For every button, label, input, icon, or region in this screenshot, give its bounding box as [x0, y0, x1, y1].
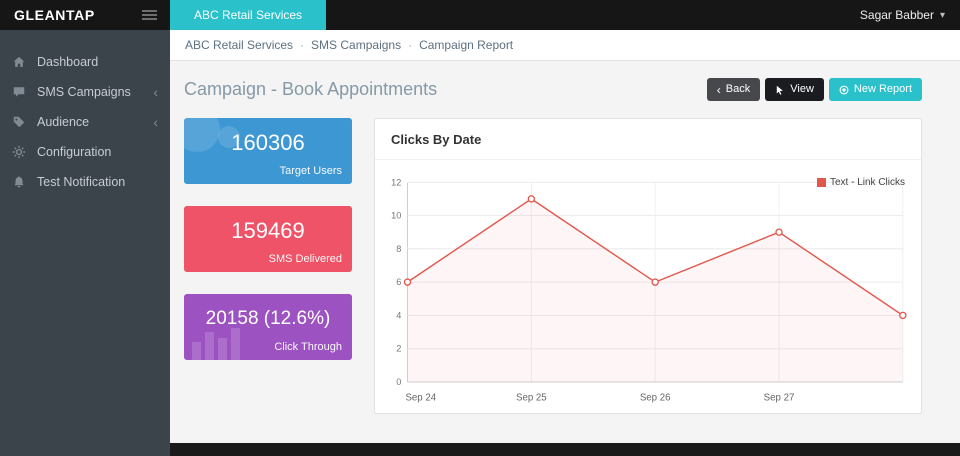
stats-column: 160306 Target Users 159469 SMS Delivered… [184, 118, 352, 414]
chevron-down-icon: ▾ [939, 9, 945, 21]
sidebar-item-label: Test Notification [37, 175, 126, 189]
stat-value: 160306 [231, 130, 305, 155]
clicks-by-date-panel: Clicks By Date Text - Link Clicks 0 2 4 6 8 1… [374, 118, 922, 414]
sidebar-item-audience[interactable]: Audience ‹ [0, 107, 170, 137]
sidebar-item-label: Audience [37, 115, 90, 129]
svg-text:12: 12 [391, 177, 401, 187]
app-logo: GLEANTAP [14, 7, 95, 23]
legend-label: Text - Link Clicks [829, 177, 905, 188]
view-button[interactable]: View [765, 78, 824, 101]
breadcrumb-item-campaign-report: Campaign Report [419, 38, 514, 52]
svg-text:4: 4 [396, 310, 401, 320]
stat-label: Click Through [274, 341, 342, 353]
stat-card-target-users: 160306 Target Users [184, 118, 352, 184]
breadcrumb: ABC Retail Services · SMS Campaigns · Ca… [170, 30, 960, 61]
stat-value: 159469 [231, 218, 305, 243]
chart-body: Text - Link Clicks 0 2 4 6 8 10 12 Sep 24 Sep 25… [375, 160, 921, 413]
chevron-left-icon: ‹ [153, 114, 158, 130]
home-icon [12, 55, 27, 70]
chart-column: Clicks By Date Text - Link Clicks 0 2 4 6 8 1… [374, 118, 922, 414]
svg-text:Sep 27: Sep 27 [764, 392, 795, 403]
topbar: GLEANTAP ABC Retail Services Sagar Babbe… [0, 0, 960, 30]
sidebar-item-label: Configuration [37, 145, 112, 159]
stat-card-sms-delivered: 159469 SMS Delivered [184, 206, 352, 272]
sidebar-item-dashboard[interactable]: Dashboard [0, 47, 170, 77]
sidebar-item-sms-campaigns[interactable]: SMS Campaigns ‹ [0, 77, 170, 107]
breadcrumb-item-account[interactable]: ABC Retail Services [185, 38, 294, 52]
bell-icon [12, 175, 27, 190]
main-row: Dashboard SMS Campaigns ‹ Audience ‹ [0, 30, 960, 456]
content-columns: 160306 Target Users 159469 SMS Delivered… [184, 118, 922, 414]
footer-strip [170, 443, 960, 456]
user-menu[interactable]: Sagar Babber ▾ [860, 0, 960, 30]
content-area: ABC Retail Services · SMS Campaigns · Ca… [170, 30, 960, 456]
page-body: Campaign - Book Appointments ‹ Back View [170, 61, 960, 443]
svg-text:8: 8 [396, 244, 401, 254]
sidebar-item-configuration[interactable]: Configuration [0, 137, 170, 167]
cursor-icon [775, 85, 785, 95]
breadcrumb-item-sms-campaigns[interactable]: SMS Campaigns [311, 38, 402, 52]
svg-text:2: 2 [396, 344, 401, 354]
brand-area: GLEANTAP [0, 0, 170, 30]
svg-text:10: 10 [391, 211, 401, 221]
breadcrumb-separator: · [300, 38, 305, 52]
page-header: Campaign - Book Appointments ‹ Back View [184, 78, 922, 101]
new-report-plus-icon [839, 85, 849, 95]
new-report-button[interactable]: New Report [828, 78, 922, 101]
svg-text:Sep 24: Sep 24 [405, 392, 436, 403]
gear-icon [12, 145, 27, 160]
breadcrumb-separator: · [408, 38, 413, 52]
active-account-tab[interactable]: ABC Retail Services [170, 0, 327, 30]
sidebar-item-label: SMS Campaigns [37, 85, 131, 99]
stat-card-click-through: 20158 (12.6%) Click Through [184, 294, 352, 360]
user-name: Sagar Babber [859, 8, 934, 22]
line-chart-svg: 0 2 4 6 8 10 12 Sep 24 Sep 25 Sep 26 Sep 27 [391, 177, 907, 403]
stat-label: Target Users [279, 165, 342, 177]
page-actions: ‹ Back View [706, 78, 922, 101]
hamburger-menu-icon[interactable] [142, 6, 157, 24]
sidebar-item-label: Dashboard [37, 55, 99, 69]
stat-value: 20158 (12.6%) [205, 308, 331, 329]
chat-icon [12, 85, 27, 100]
svg-text:Sep 25: Sep 25 [516, 392, 547, 403]
page-title: Campaign - Book Appointments [184, 79, 438, 99]
sidebar-item-test-notification[interactable]: Test Notification [0, 167, 170, 197]
chevron-left-icon: ‹ [153, 84, 158, 100]
clicks-by-date-chart: 0 2 4 6 8 10 12 Sep 24 Sep 25 Sep 26 Sep 27 [381, 170, 911, 409]
chart-title: Clicks By Date [375, 119, 921, 160]
sidebar: Dashboard SMS Campaigns ‹ Audience ‹ [0, 30, 170, 456]
svg-text:0: 0 [396, 377, 401, 387]
legend-swatch [816, 178, 826, 187]
bars-decoration [192, 328, 240, 360]
back-button[interactable]: ‹ Back [706, 78, 761, 101]
stat-label: SMS Delivered [268, 253, 342, 265]
svg-text:6: 6 [396, 277, 401, 287]
bubble-decoration [218, 126, 240, 148]
svg-text:Sep 26: Sep 26 [640, 392, 671, 403]
chart-legend: Text - Link Clicks [816, 177, 905, 188]
tag-icon [12, 115, 27, 130]
